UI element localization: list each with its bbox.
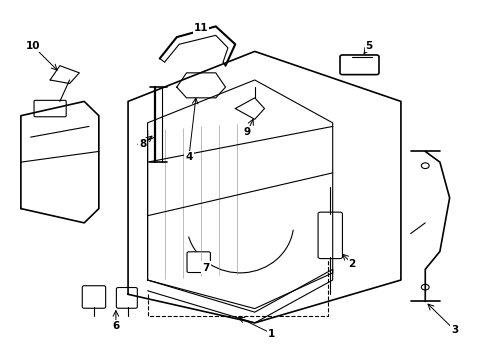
Text: 3: 3 — [451, 325, 458, 335]
FancyBboxPatch shape — [116, 288, 137, 308]
Text: 6: 6 — [112, 321, 120, 332]
Text: 4: 4 — [185, 152, 193, 162]
FancyBboxPatch shape — [340, 55, 379, 75]
Text: 9: 9 — [244, 127, 251, 137]
Text: 7: 7 — [202, 262, 210, 273]
Text: 5: 5 — [366, 41, 373, 51]
Text: 8: 8 — [139, 139, 147, 149]
Text: 1: 1 — [268, 329, 275, 339]
Text: 11: 11 — [194, 23, 208, 33]
FancyBboxPatch shape — [187, 252, 210, 273]
FancyBboxPatch shape — [318, 212, 343, 258]
FancyBboxPatch shape — [34, 100, 66, 117]
Text: 10: 10 — [26, 41, 40, 51]
FancyBboxPatch shape — [82, 286, 106, 308]
Text: 2: 2 — [348, 259, 356, 269]
